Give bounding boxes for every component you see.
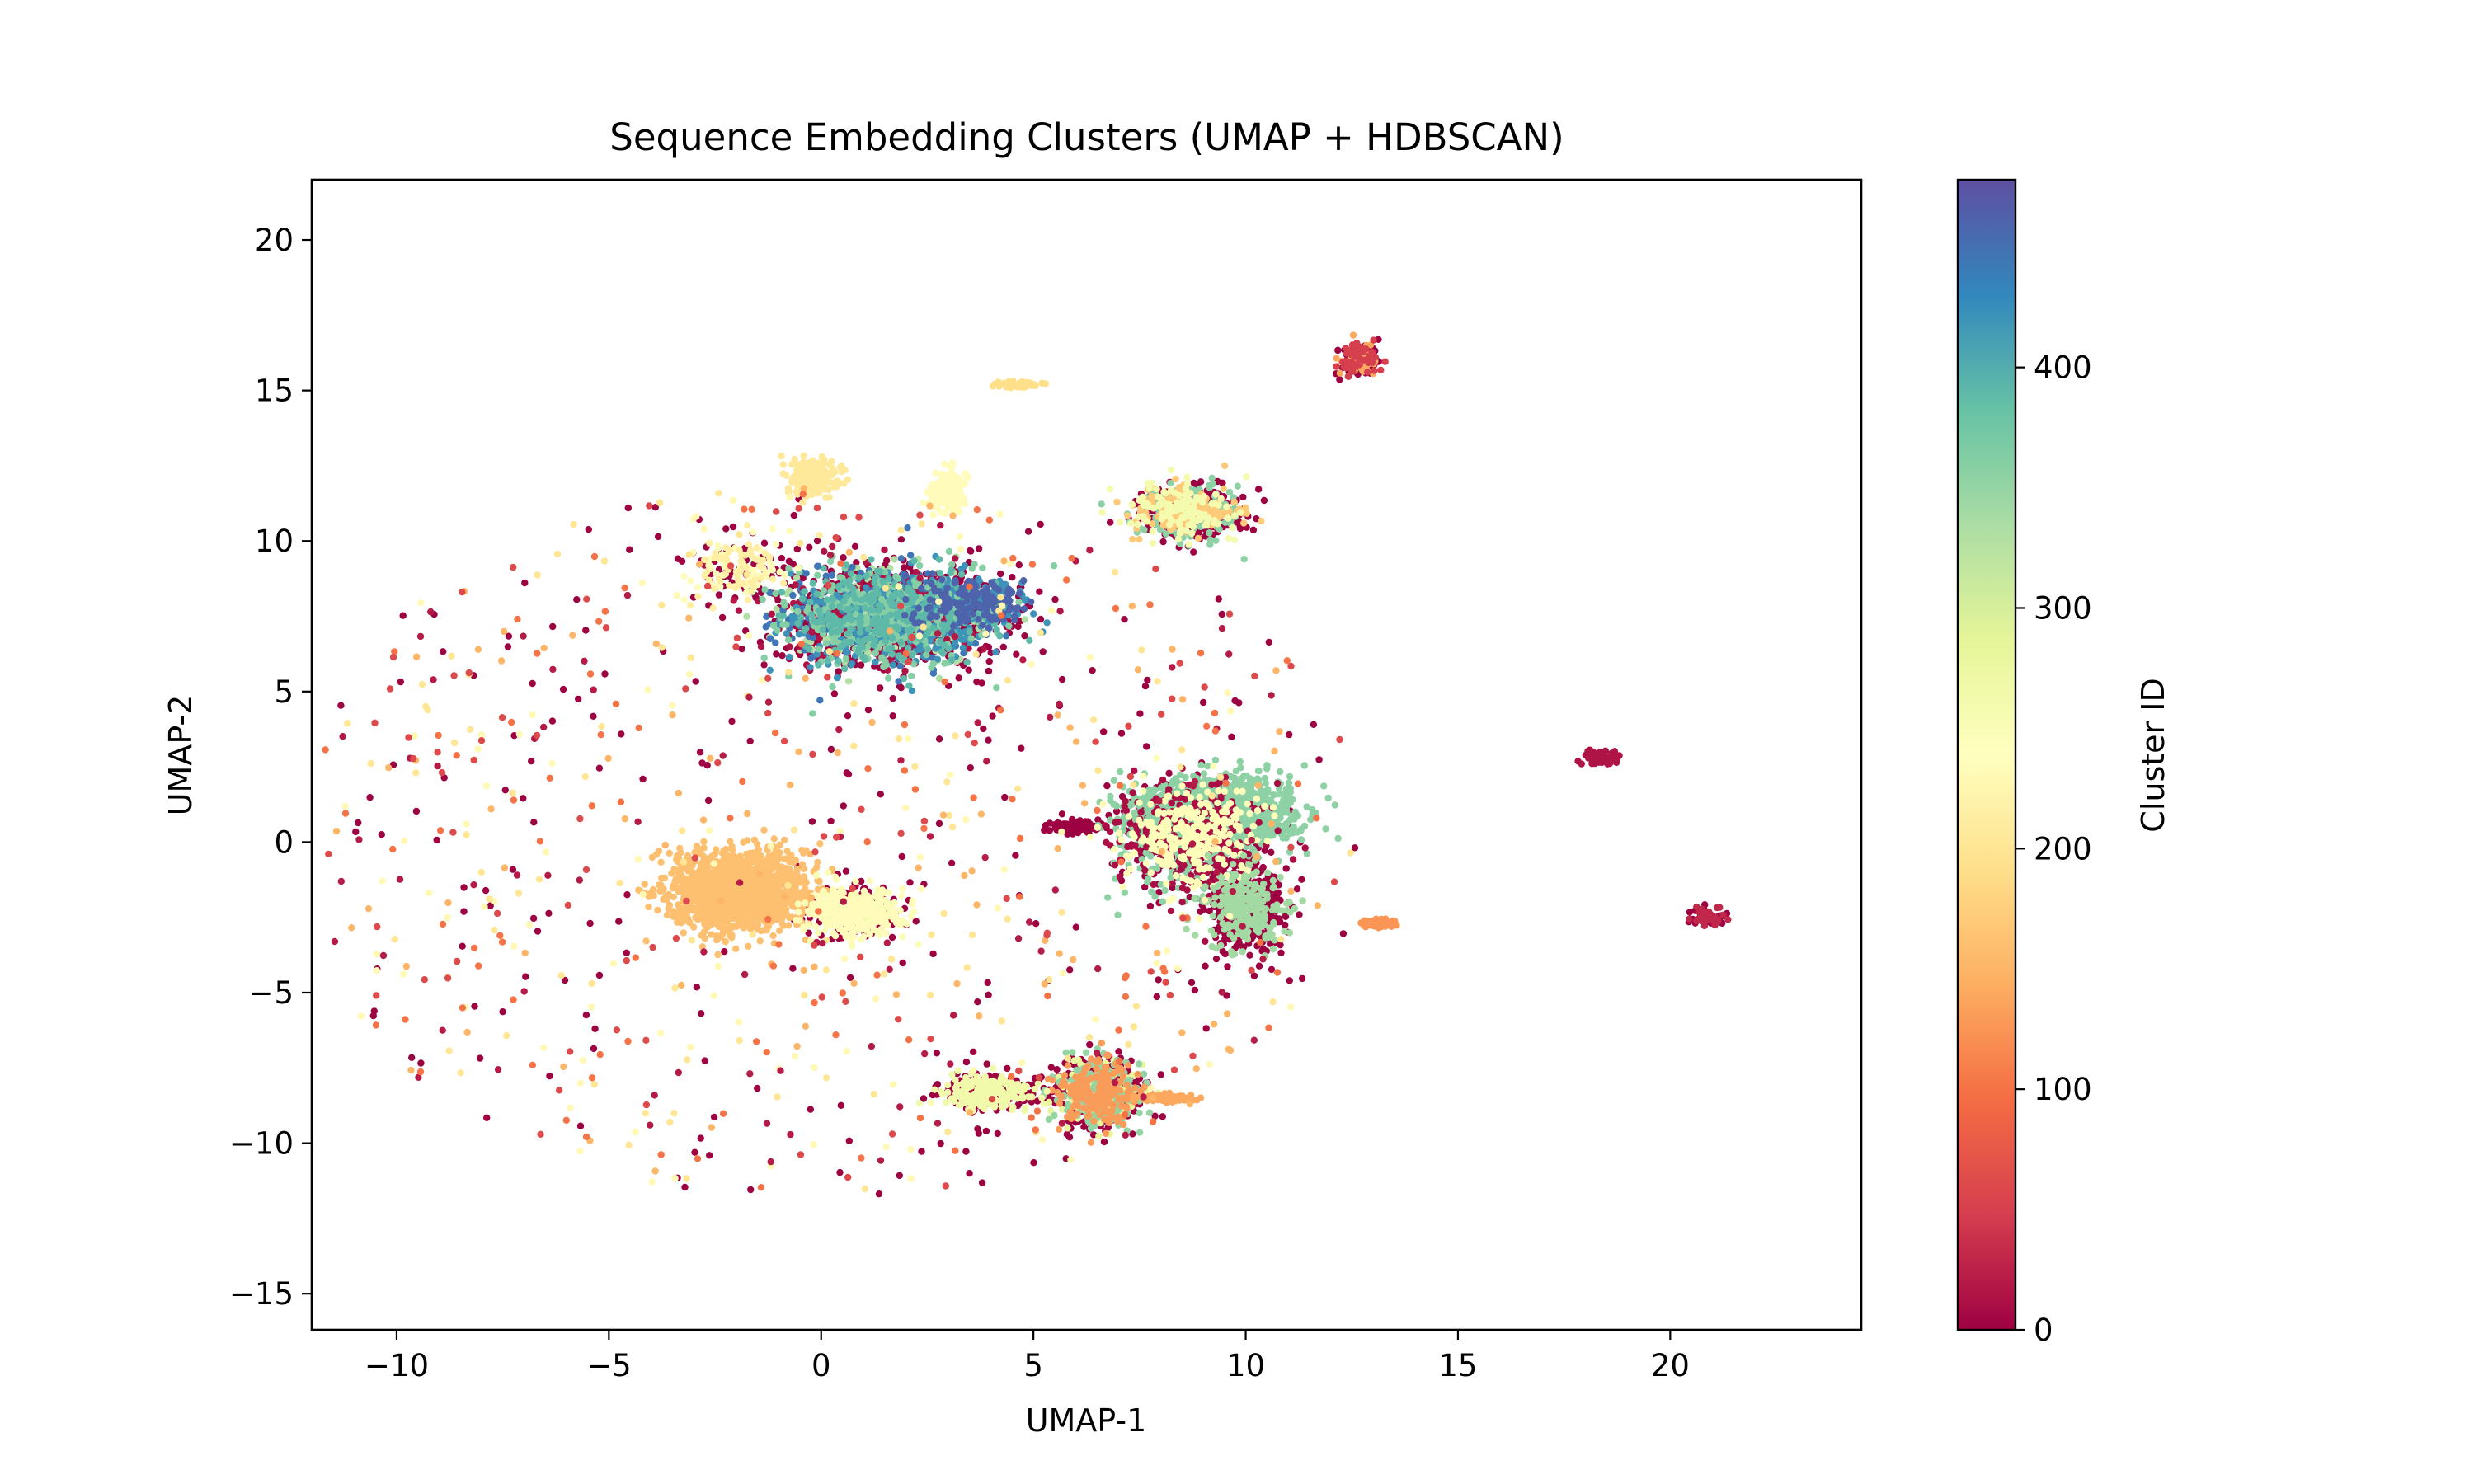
x-tick-label: 10	[1226, 1348, 1265, 1383]
x-axis-label: UMAP-1	[1026, 1402, 1147, 1439]
chart-title: Sequence Embedding Clusters (UMAP + HDBS…	[609, 115, 1564, 159]
scatter-point-group	[915, 1064, 1051, 1115]
colorbar-tick-label: 0	[2034, 1313, 2053, 1348]
x-tick-label: 20	[1651, 1348, 1690, 1383]
colorbar	[1956, 178, 2017, 1331]
colorbar-tick-label: 100	[2034, 1072, 2092, 1107]
scatter-point-group	[901, 570, 1035, 639]
colorbar-ticks: 0 100 200 300 400	[2015, 350, 2092, 1348]
y-tick-label: −10	[229, 1126, 294, 1162]
scatter-point-group	[778, 452, 852, 506]
scatter-points	[322, 331, 1732, 1198]
x-tick-label: −5	[586, 1348, 632, 1383]
scatter-point-group	[337, 336, 1731, 1198]
x-tick-label: 15	[1438, 1348, 1477, 1383]
plot-frame	[310, 178, 1863, 1331]
scatter-point-group	[1044, 1040, 1151, 1146]
scatter-point-group	[1357, 915, 1400, 932]
scatter-point-group	[1333, 336, 1389, 380]
scatter-point-group	[1183, 850, 1306, 960]
colorbar-tick-label: 200	[2034, 831, 2092, 866]
colorbar-tick-label: 400	[2034, 350, 2092, 386]
x-tick-label: 0	[811, 1348, 831, 1383]
scatter-point-group	[745, 547, 1058, 717]
scatter-point-group	[1130, 331, 1379, 1106]
y-tick-label: 10	[255, 524, 294, 559]
y-tick-label: 15	[255, 373, 294, 409]
colorbar-tick-label: 300	[2034, 590, 2092, 626]
scatter-point-group	[766, 552, 1051, 695]
y-tick-label: −15	[229, 1276, 294, 1312]
x-axis-ticks: −10 −5 0 5 10 15 20	[365, 1330, 1690, 1383]
colorbar-label: Cluster ID	[2135, 678, 2171, 832]
scatter-point-group	[1098, 466, 1250, 548]
x-tick-label: −10	[365, 1348, 429, 1383]
y-tick-label: 20	[255, 223, 294, 258]
scatter-point-group	[635, 826, 844, 959]
y-axis-label: UMAP-2	[162, 695, 199, 816]
scatter-point-group	[989, 378, 1049, 392]
x-tick-label: 5	[1023, 1348, 1043, 1383]
y-axis-ticks: −15 −10 −5 0 5 10 15 20	[229, 223, 312, 1312]
y-tick-label: −5	[248, 975, 294, 1011]
scatter-point-group	[1686, 903, 1732, 930]
y-tick-label: 5	[274, 674, 294, 710]
y-tick-label: 0	[274, 824, 294, 860]
